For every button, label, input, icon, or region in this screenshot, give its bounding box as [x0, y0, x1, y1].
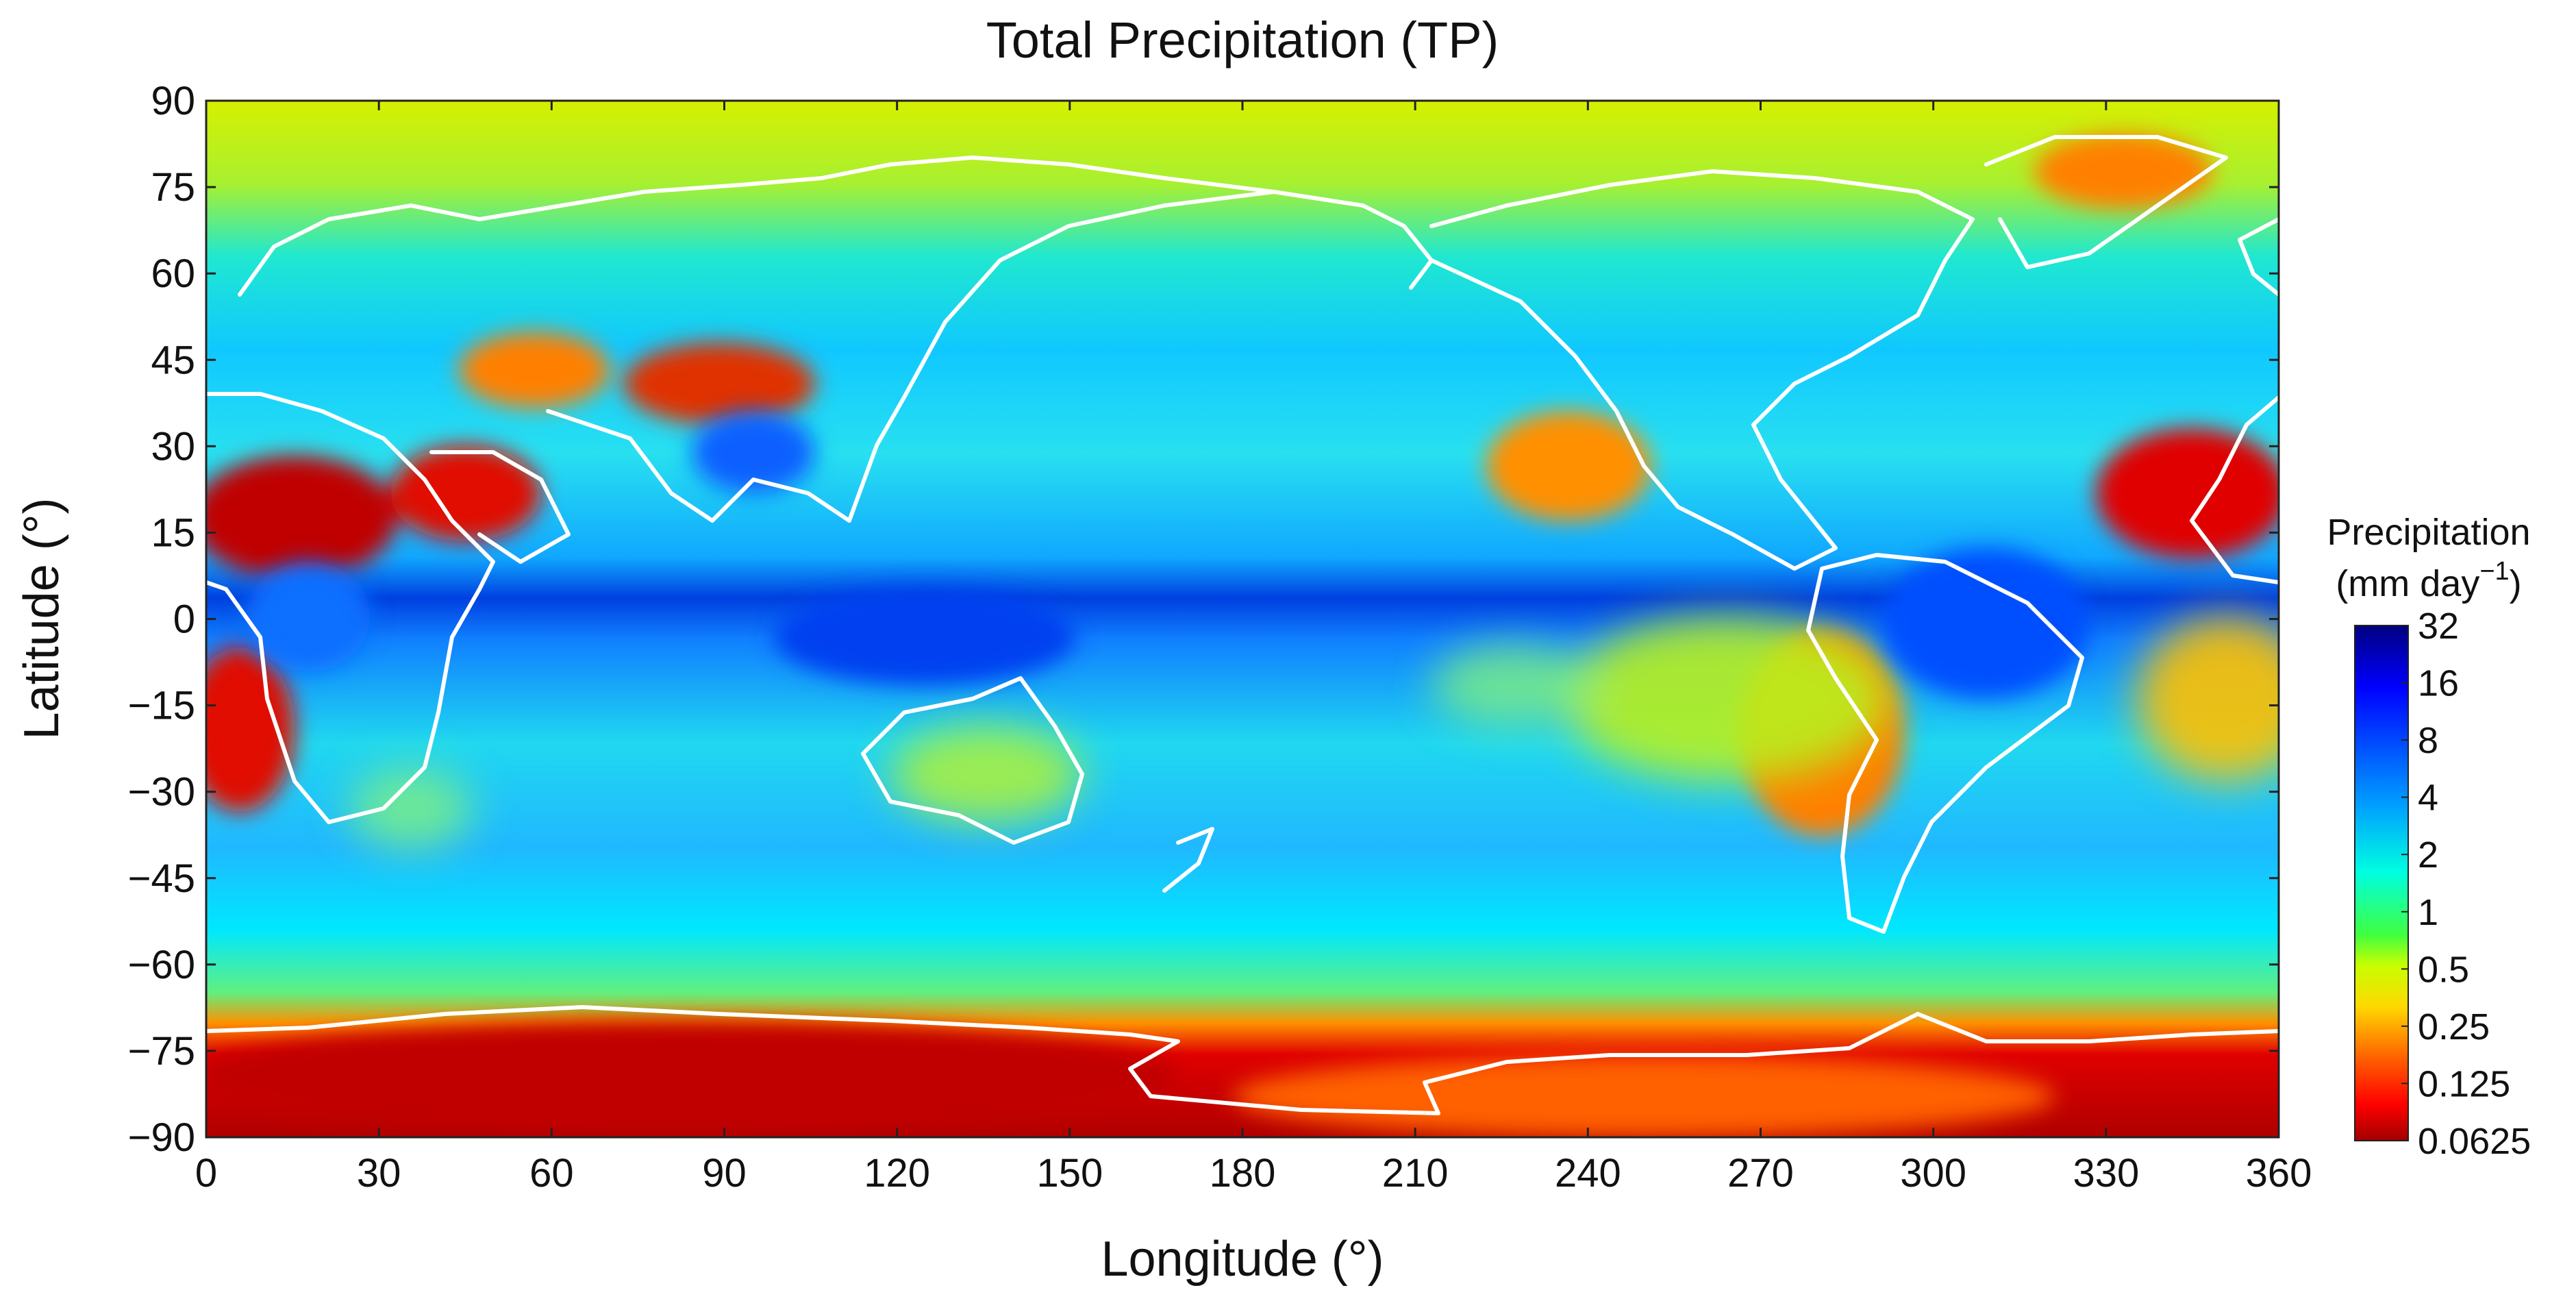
y-tick-label: −15	[128, 684, 195, 728]
coastlines	[206, 135, 2279, 1115]
coast-south-america	[1806, 553, 2084, 934]
x-axis-label: Longitude (°)	[1101, 1232, 1384, 1287]
y-tick-label: −75	[128, 1029, 195, 1074]
colorbar-unit-suffix: )	[2510, 563, 2522, 604]
x-tick-label: 30	[357, 1151, 401, 1195]
y-tick-label: 60	[151, 251, 195, 296]
chart-title: Total Precipitation (TP)	[986, 12, 1499, 69]
coast-iberia-west	[2190, 395, 2279, 584]
coast-new-zealand	[1162, 827, 1214, 893]
colorbar-tick-label: 16	[2418, 663, 2459, 704]
x-tick-label: 60	[529, 1151, 574, 1195]
y-tick-label: 15	[151, 510, 195, 555]
coast-australia	[861, 676, 1084, 845]
colorbar-tick-label: 2	[2418, 834, 2438, 876]
x-tick-label: 270	[1727, 1151, 1794, 1195]
colorbar-tick-label: 32	[2418, 606, 2459, 647]
y-tick-label: 75	[151, 165, 195, 210]
x-tick-label: 360	[2246, 1151, 2312, 1195]
y-tick-label: −90	[128, 1115, 195, 1160]
colorbar-title-line1: Precipitation	[2327, 512, 2530, 553]
coast-africa-europe	[206, 392, 495, 824]
y-tick-label: −45	[128, 856, 195, 901]
x-tick-label: 120	[864, 1151, 930, 1195]
colorbar-tick-label: 0.5	[2418, 949, 2469, 990]
dry-regions	[206, 134, 2279, 1137]
x-axis-ticks: 0 30 60 90 120 150 180 210 240 270 300 330 360	[195, 101, 2312, 1195]
x-tick-label: 210	[1382, 1151, 1449, 1195]
colorbar-tick-label: 0.0625	[2418, 1121, 2531, 1162]
colorbar-unit-prefix: (mm day	[2336, 563, 2479, 604]
y-axis-ticks: 90 75 60 45 30 15 0 −15 −30 −45 −60 −75 −90	[128, 79, 2279, 1160]
y-tick-label: 30	[151, 424, 195, 469]
x-tick-label: 90	[702, 1151, 747, 1195]
colorbar-tick-label: 4	[2418, 778, 2438, 819]
colorbar-tick-label: 0.25	[2418, 1006, 2490, 1048]
x-tick-label: 180	[1210, 1151, 1276, 1195]
y-tick-label: 90	[151, 79, 195, 123]
colorbar-gradient	[2354, 625, 2409, 1141]
y-tick-label: −60	[128, 943, 195, 987]
y-tick-label: 45	[151, 338, 195, 382]
colorbar-tick-label: 0.125	[2418, 1063, 2510, 1104]
x-tick-label: 0	[195, 1151, 217, 1195]
precipitation-field	[206, 101, 2279, 1137]
coast-asia	[546, 190, 1434, 523]
coast-greenland	[1984, 135, 2228, 269]
y-tick-label: 0	[173, 597, 195, 642]
colorbar-tick-label: 1	[2418, 892, 2438, 933]
y-tick-label: −30	[128, 770, 195, 815]
coast-north-america	[1429, 169, 1975, 571]
colorbar-ticks: 32 16 8 4 2 1 0.5 0.25 0.125 0.0625	[2401, 606, 2531, 1162]
coast-europe-north	[238, 156, 1276, 297]
y-axis-label: Latitude (°)	[14, 498, 69, 740]
wet-regions	[247, 411, 2089, 699]
colorbar-title-line2: (mm day−1)	[2336, 557, 2521, 604]
colorbar-tick-label: 8	[2418, 720, 2438, 761]
colorbar-unit-sup: −1	[2479, 557, 2509, 586]
moderate-regions	[349, 617, 2279, 850]
x-tick-label: 300	[1900, 1151, 1966, 1195]
x-tick-label: 330	[2073, 1151, 2139, 1195]
colorbar: Precipitation (mm day−1) 32 16 8 4 2 1 0.5 0.25…	[2327, 512, 2531, 1162]
x-tick-label: 240	[1555, 1151, 1621, 1195]
coast-arabia	[429, 450, 571, 564]
coast-europe-west	[2238, 217, 2279, 297]
coast-antarctica	[206, 1005, 2279, 1115]
x-tick-label: 150	[1036, 1151, 1103, 1195]
